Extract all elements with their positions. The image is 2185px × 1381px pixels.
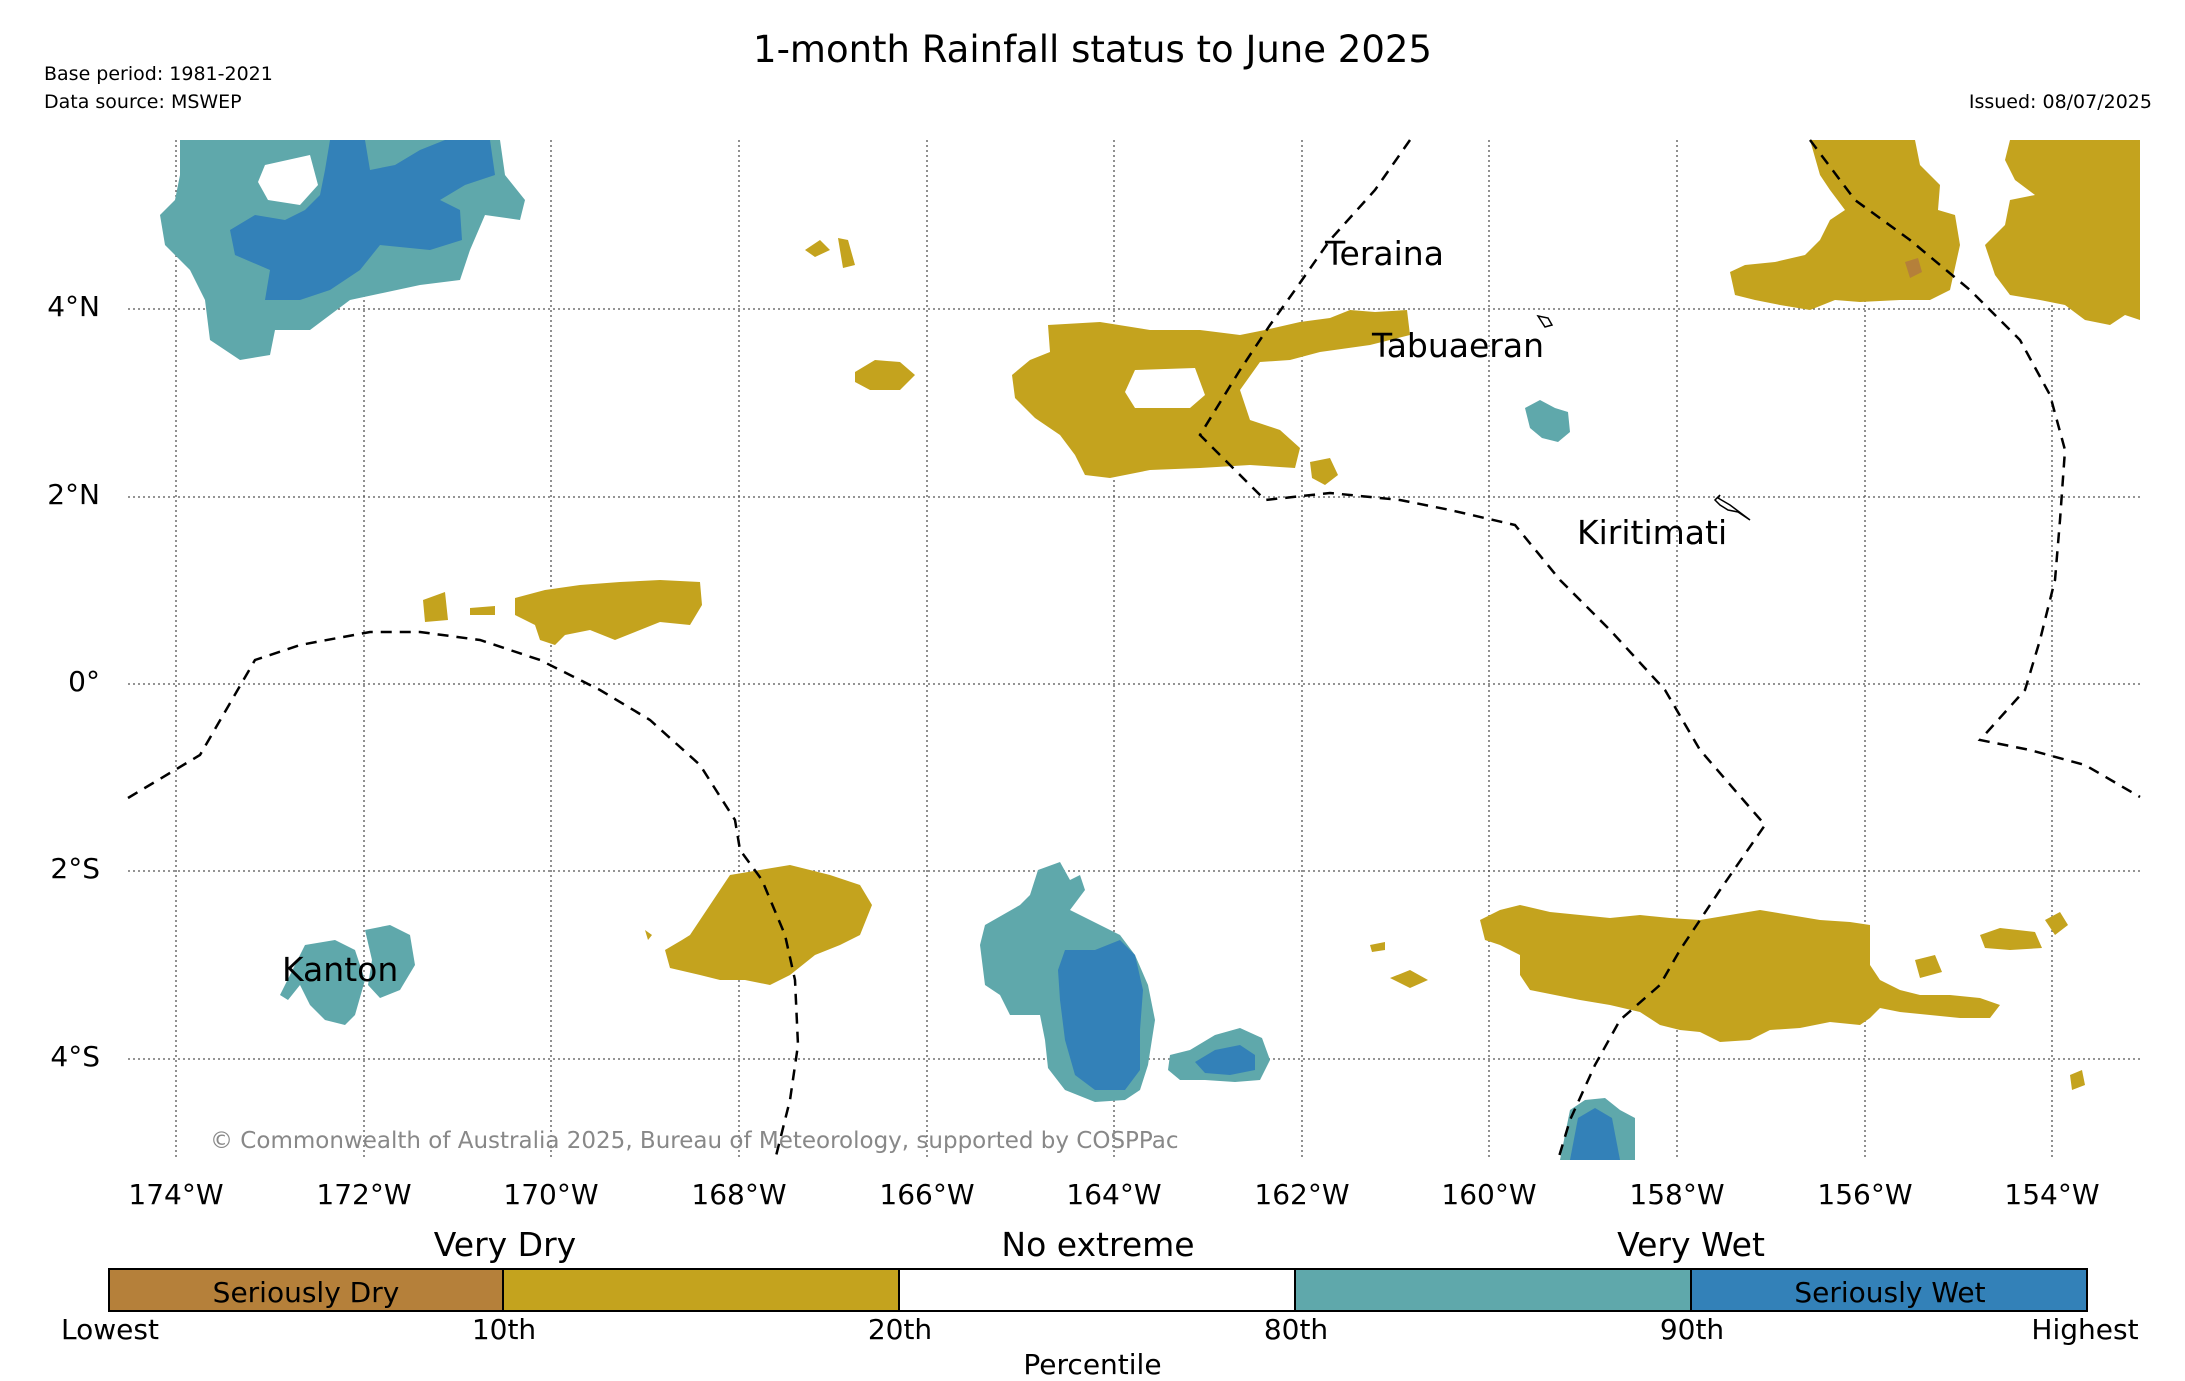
dry-region-northeast: [1730, 140, 2140, 325]
dry-region-tabuaeran: [1012, 310, 1410, 485]
data-source: Data source: MSWEP: [44, 91, 242, 113]
percentile-highest: Highest: [2031, 1313, 2139, 1346]
dry-region-south-central: [645, 865, 872, 985]
tabuaeran-outline: [1536, 314, 1554, 328]
lon-tick-174w: 174°W: [128, 1178, 224, 1211]
wet-region-kanton: [280, 925, 415, 1025]
issued-date: Issued: 08/07/2025: [1968, 91, 2152, 113]
base-period: Base period: 1981-2021: [44, 63, 273, 85]
dry-region-southeast: [1370, 905, 2085, 1090]
lon-tick-154w: 154°W: [2004, 1178, 2100, 1211]
colorbar-seriously-wet: [1692, 1268, 2088, 1312]
percentile-10th: 10th: [471, 1313, 537, 1346]
lon-tick-156w: 156°W: [1817, 1178, 1913, 1211]
dry-patch-2: [855, 360, 915, 390]
eez-boundaries: [127, 139, 2141, 1161]
percentile-90th: 90th: [1659, 1313, 1725, 1346]
seriously-wet-region-south-central: [1058, 940, 1143, 1090]
lat-tick-2s: 2°S: [50, 852, 100, 885]
wet-region-northwest-hole: [258, 155, 318, 205]
place-label-kanton: Kanton: [282, 950, 399, 989]
seriously-dry-spot: [1905, 258, 1922, 278]
lon-tick-162w: 162°W: [1254, 1178, 1350, 1211]
kiritimati-outline: [1713, 494, 1751, 521]
place-label-teraina: Teraina: [1325, 234, 1444, 273]
lon-tick-170w: 170°W: [503, 1178, 599, 1211]
lon-tick-166w: 166°W: [879, 1178, 975, 1211]
colorbar-no-extreme: [900, 1268, 1296, 1312]
seriously-wet-region-south-east-small: [1195, 1045, 1255, 1075]
dry-patch-1: [805, 238, 855, 268]
lat-tick-4s: 4°S: [50, 1040, 100, 1073]
percentile-axis-label: Percentile: [1023, 1348, 1162, 1381]
lon-tick-160w: 160°W: [1441, 1178, 1537, 1211]
lat-tick-2n: 2°N: [47, 478, 100, 511]
lon-tick-168w: 168°W: [691, 1178, 787, 1211]
dry-region-tabuaeran-hole: [1125, 368, 1205, 408]
wet-region-kiritimati-north: [1525, 400, 1570, 442]
legend-category-very-wet: Very Wet: [1617, 1225, 1765, 1264]
lat-tick-0: 0°: [68, 665, 100, 698]
place-label-kiritimati: Kiritimati: [1577, 513, 1728, 552]
colorbar-very-wet: [1296, 1268, 1692, 1312]
percentile-20th: 20th: [867, 1313, 933, 1346]
percentile-80th: 80th: [1263, 1313, 1329, 1346]
colorbar-very-dry: [504, 1268, 900, 1312]
legend-category-no-extreme: No extreme: [1001, 1225, 1195, 1264]
lat-tick-4n: 4°N: [47, 290, 100, 323]
place-label-tabuaeran: Tabuaeran: [1372, 326, 1545, 365]
seriously-wet-region-south-east: [1570, 1108, 1620, 1160]
colorbar-seriously-dry: [108, 1268, 504, 1312]
copyright-notice: © Commonwealth of Australia 2025, Bureau…: [210, 1128, 1179, 1154]
map-title: 1-month Rainfall status to June 2025: [753, 28, 1432, 71]
lon-tick-172w: 172°W: [316, 1178, 412, 1211]
dry-region-equator: [423, 580, 702, 645]
colorbar-label-seriously-wet: Seriously Wet: [1794, 1276, 1986, 1309]
lon-tick-164w: 164°W: [1066, 1178, 1162, 1211]
percentile-lowest: Lowest: [61, 1313, 159, 1346]
colorbar-label-seriously-dry: Seriously Dry: [212, 1276, 400, 1309]
legend-category-very-dry: Very Dry: [433, 1225, 577, 1264]
seriously-wet-region-northwest: [230, 140, 495, 300]
lon-tick-158w: 158°W: [1629, 1178, 1725, 1211]
